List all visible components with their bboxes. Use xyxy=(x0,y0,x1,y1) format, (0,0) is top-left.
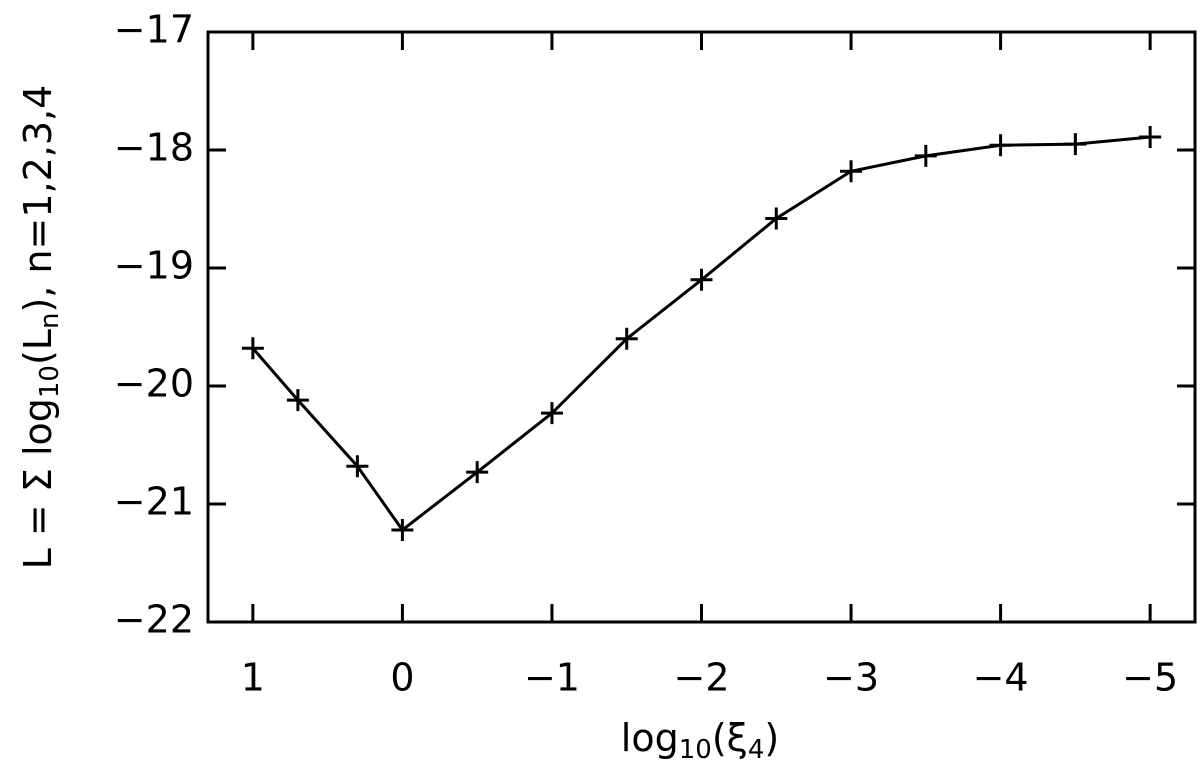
y-tick-label: −18 xyxy=(114,126,194,170)
data-marker xyxy=(1064,133,1087,156)
y-tick-label: −17 xyxy=(114,8,194,52)
data-marker xyxy=(241,337,264,360)
y-tick-label: −19 xyxy=(114,244,194,288)
data-marker xyxy=(466,461,489,484)
data-line xyxy=(251,135,1151,533)
x-tick-label: −5 xyxy=(1122,656,1178,700)
y-axis-label-part: n xyxy=(35,313,65,329)
y-tick-label: −20 xyxy=(114,362,194,406)
x-axis-label-part: 4 xyxy=(748,735,765,765)
data-marker xyxy=(765,207,788,230)
y-axis-label-part: (L xyxy=(16,329,60,365)
data-marker xyxy=(615,327,638,350)
data-marker xyxy=(346,455,369,478)
plot-frame xyxy=(206,30,1197,624)
x-axis-label-part: log xyxy=(621,716,679,760)
x-tick-label: −1 xyxy=(524,656,580,700)
data-marker xyxy=(914,144,937,167)
x-axis-label-part: (ξ xyxy=(712,716,748,760)
data-marker xyxy=(286,389,309,412)
x-axis-label-part: ) xyxy=(764,716,779,760)
x-axis-label: log10(ξ4) xyxy=(621,716,779,765)
y-axis-label-part: ), n=1,2,3,4 xyxy=(16,85,60,313)
data-marker xyxy=(540,402,563,425)
y-axis-label-part: 10 xyxy=(35,365,65,398)
data-marker xyxy=(1139,126,1162,149)
x-tick-label: −3 xyxy=(823,656,879,700)
y-axis-label-part: L = Σ log xyxy=(16,398,60,569)
y-tick-label: −21 xyxy=(114,480,194,524)
y-axis-label: L = Σ log10(Ln), n=1,2,3,4 xyxy=(16,85,65,570)
x-tick-label: −2 xyxy=(673,656,729,700)
data-marker xyxy=(989,134,1012,157)
x-axis-label-part: 10 xyxy=(679,735,712,765)
x-tick-label: 0 xyxy=(390,656,414,700)
data-marker xyxy=(391,518,414,541)
data-marker xyxy=(690,268,713,291)
data-marker xyxy=(840,160,863,183)
x-tick-label: −4 xyxy=(973,656,1029,700)
x-tick-label: 1 xyxy=(241,656,265,700)
y-tick-label: −22 xyxy=(114,598,194,642)
